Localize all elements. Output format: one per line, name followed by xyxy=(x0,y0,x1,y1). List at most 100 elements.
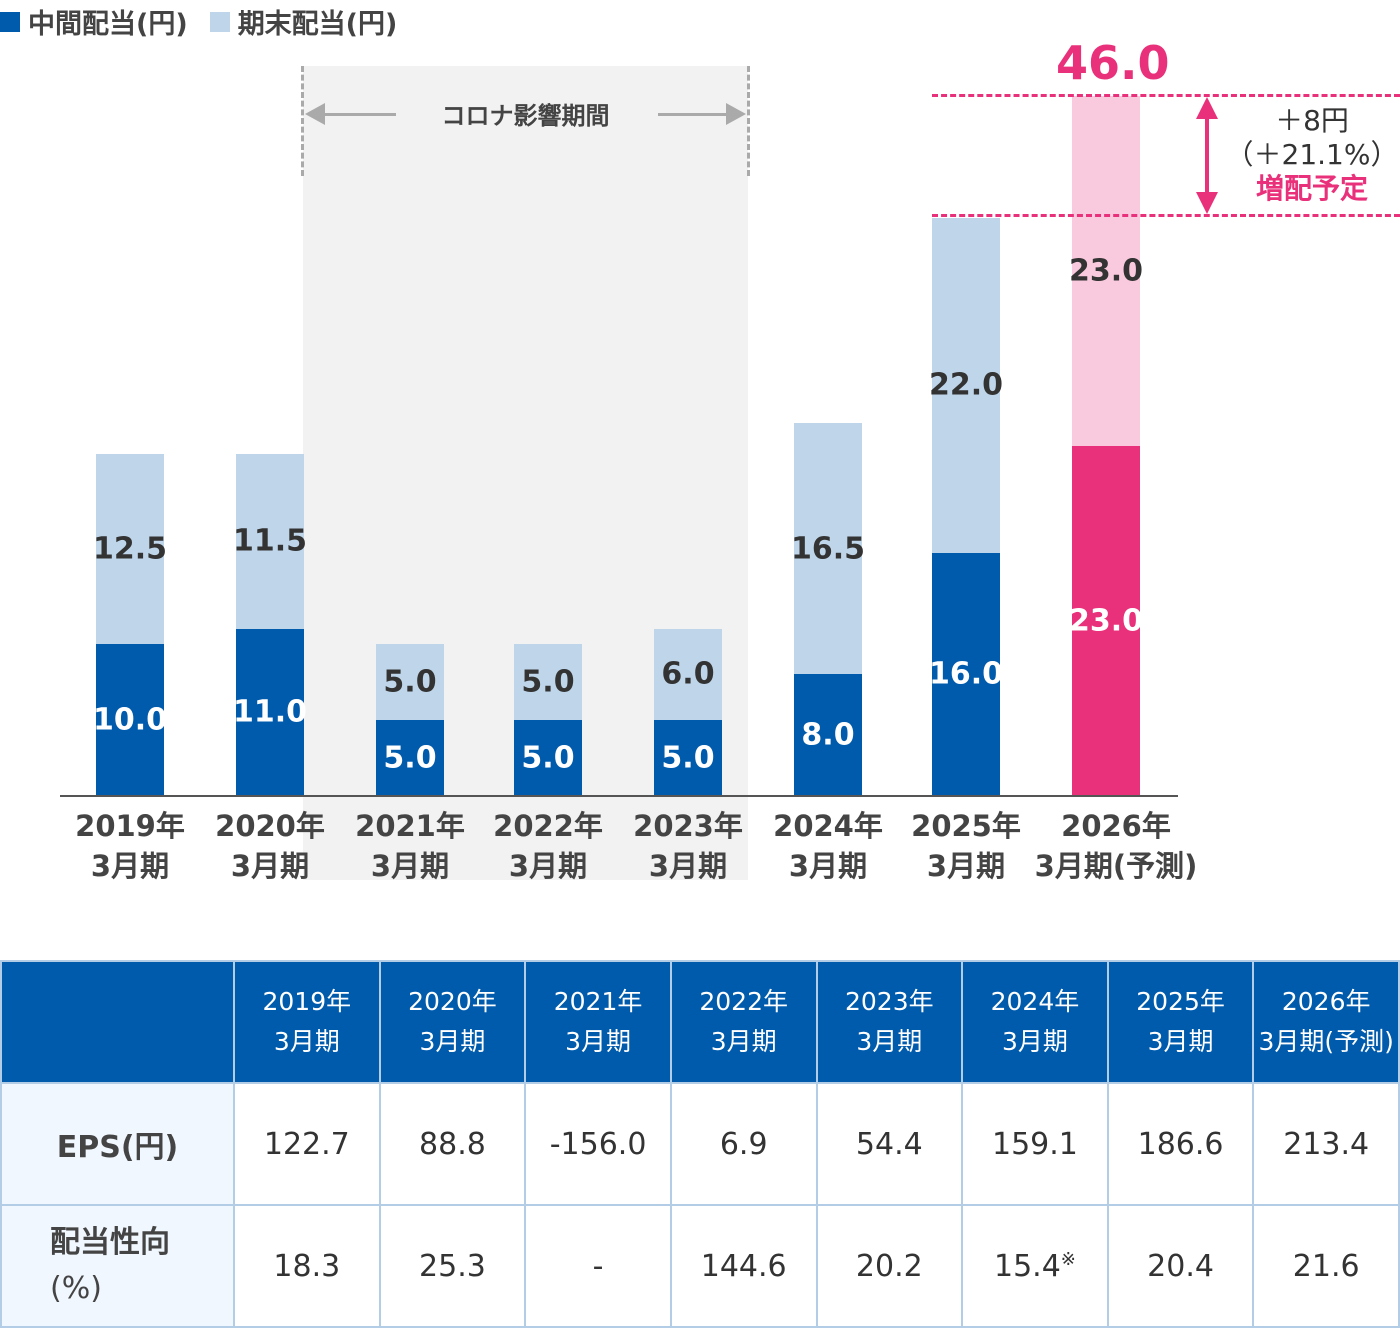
label-interim: 23.0 xyxy=(1068,603,1144,639)
x-tick-label: 2021年 3月期 xyxy=(310,806,510,886)
cell-value: 20.2 xyxy=(855,1248,923,1284)
total-2025-line xyxy=(932,214,1400,217)
note-mark: ※ xyxy=(1060,1248,1076,1270)
cell-value: -156.0 xyxy=(549,1126,647,1162)
x-tick-period: 3月期 xyxy=(370,849,450,883)
legend-swatch-interim xyxy=(0,11,20,32)
label-final: 12.5 xyxy=(92,531,168,567)
cell-value: 6.9 xyxy=(719,1126,768,1162)
table-cell: 21.6 xyxy=(1252,1204,1400,1328)
table-header-cell: 2024年 3月期 xyxy=(961,960,1109,1084)
bar-final xyxy=(1072,96,1140,446)
table-cell: 159.1 xyxy=(961,1082,1109,1206)
payout-unit: (%) xyxy=(50,1271,102,1306)
legend: 中間配当(円) 期末配当(円) xyxy=(0,2,397,41)
x-tick-year: 2023年 xyxy=(633,809,743,843)
table-cell: 88.8 xyxy=(378,1082,527,1206)
table-header-row: 2019年 3月期 2020年 3月期 2021年 3月期 2022年 3月期 2023年 3月期… xyxy=(0,960,1400,1084)
increase-amount: ＋8円 xyxy=(1275,104,1349,137)
cell-value: 186.6 xyxy=(1137,1126,1224,1162)
table-cell: 186.6 xyxy=(1106,1082,1255,1206)
cell-value: 213.4 xyxy=(1283,1126,1370,1162)
header-year: 2023年 xyxy=(845,987,934,1016)
table-row-payout: 配当性向 (%) 18.3 25.3 - 144.6 20.2 15.4※ 20.4 21.6 xyxy=(0,1204,1400,1328)
x-tick-label: 2025年 3月期 xyxy=(866,806,1066,886)
x-tick-period: 3月期 xyxy=(230,849,310,883)
bar-final xyxy=(654,628,722,720)
bar-final xyxy=(932,217,1000,553)
header-year: 2021年 xyxy=(553,987,643,1016)
covid-label: コロナ影響期間 xyxy=(441,102,610,130)
x-tick-period: 3月期 xyxy=(648,849,728,883)
bar-interim xyxy=(376,719,444,796)
table-cell: 18.3 xyxy=(233,1204,381,1328)
table-header-cell: 2025年 3月期 xyxy=(1106,960,1255,1084)
table-cell: 20.2 xyxy=(815,1204,964,1328)
cell-value: 15.4 xyxy=(993,1248,1061,1284)
label-final: 5.0 xyxy=(383,664,437,700)
table-header-cell: 2019年 3月期 xyxy=(233,960,381,1084)
bar-interim xyxy=(1072,446,1140,796)
x-tick-year: 2021年 xyxy=(355,809,465,843)
bar-interim xyxy=(96,643,164,796)
bar-final xyxy=(236,453,304,629)
arrow-down-icon xyxy=(1196,192,1218,214)
x-tick-label: 2024年 3月期 xyxy=(728,806,928,886)
header-period: 3月期 xyxy=(1147,1027,1214,1056)
total-2026-line xyxy=(932,94,1400,97)
table-cell: 20.4 xyxy=(1106,1204,1255,1328)
label-final: 22.0 xyxy=(928,367,1004,403)
cell-value: 144.6 xyxy=(700,1248,787,1284)
header-year: 2025年 xyxy=(1136,987,1225,1016)
x-tick-year: 2024年 xyxy=(773,809,883,843)
bar-interim xyxy=(236,628,304,796)
bar-interim xyxy=(654,719,722,796)
bar-interim xyxy=(514,719,582,796)
table-row-eps: EPS(円) 122.7 88.8 -156.0 6.9 54.4 159.1 186.6 21… xyxy=(0,1082,1400,1206)
header-year: 2026年 xyxy=(1281,987,1371,1016)
header-period: 3月期(予測) xyxy=(1258,1027,1394,1056)
row-label-eps: EPS(円) xyxy=(0,1082,235,1206)
label-interim: 5.0 xyxy=(521,740,575,776)
covid-arrow-left xyxy=(318,113,396,116)
bar-final xyxy=(376,643,444,720)
table-cell: 122.7 xyxy=(233,1082,381,1206)
bar-final xyxy=(794,423,862,675)
bar-final xyxy=(514,643,582,720)
label-interim: 5.0 xyxy=(661,740,715,776)
legend-swatch-final xyxy=(209,11,230,32)
x-tick-label: 2022年 3月期 xyxy=(448,806,648,886)
header-blank xyxy=(0,960,235,1084)
arrow-right-icon xyxy=(726,103,746,125)
cell-value: 159.1 xyxy=(991,1126,1078,1162)
legend-final: 期末配当(円) xyxy=(237,9,398,40)
label-interim: 10.0 xyxy=(92,702,168,738)
covid-arrow-right xyxy=(658,113,730,116)
header-year: 2024年 xyxy=(990,987,1080,1016)
x-tick-year: 2019年 xyxy=(75,809,185,843)
table-header-cell: 2023年 3月期 xyxy=(815,960,964,1084)
covid-end-line xyxy=(747,66,750,176)
x-tick-period: 3月期 xyxy=(90,849,170,883)
bar-interim xyxy=(794,674,862,796)
header-period: 3月期 xyxy=(273,1027,340,1056)
x-tick-period: 3月期 xyxy=(926,849,1006,883)
cell-value: - xyxy=(592,1248,604,1284)
header-year: 2022年 xyxy=(699,987,788,1016)
x-tick-period: 3月期 xyxy=(788,849,868,883)
bar-interim xyxy=(932,552,1000,796)
x-tick-period: 3月期(予測) xyxy=(1034,849,1198,883)
label-final: 6.0 xyxy=(661,656,715,692)
label-final: 11.5 xyxy=(232,523,308,559)
cell-value: 54.4 xyxy=(855,1126,923,1162)
eps-table: 2019年 3月期 2020年 3月期 2021年 3月期 2022年 3月期 2023年 3月期… xyxy=(0,960,1400,1328)
payout-label: 配当性向 xyxy=(50,1225,170,1260)
arrow-up-icon xyxy=(1196,97,1218,119)
cell-value: 21.6 xyxy=(1292,1248,1360,1284)
x-axis xyxy=(60,795,1178,797)
header-period: 3月期 xyxy=(856,1027,923,1056)
row-label-payout: 配当性向 (%) xyxy=(0,1204,235,1328)
label-final: 16.5 xyxy=(790,531,866,567)
x-tick-label: 2023年 3月期 xyxy=(588,806,788,886)
increase-note: 増配予定 xyxy=(1255,172,1368,205)
